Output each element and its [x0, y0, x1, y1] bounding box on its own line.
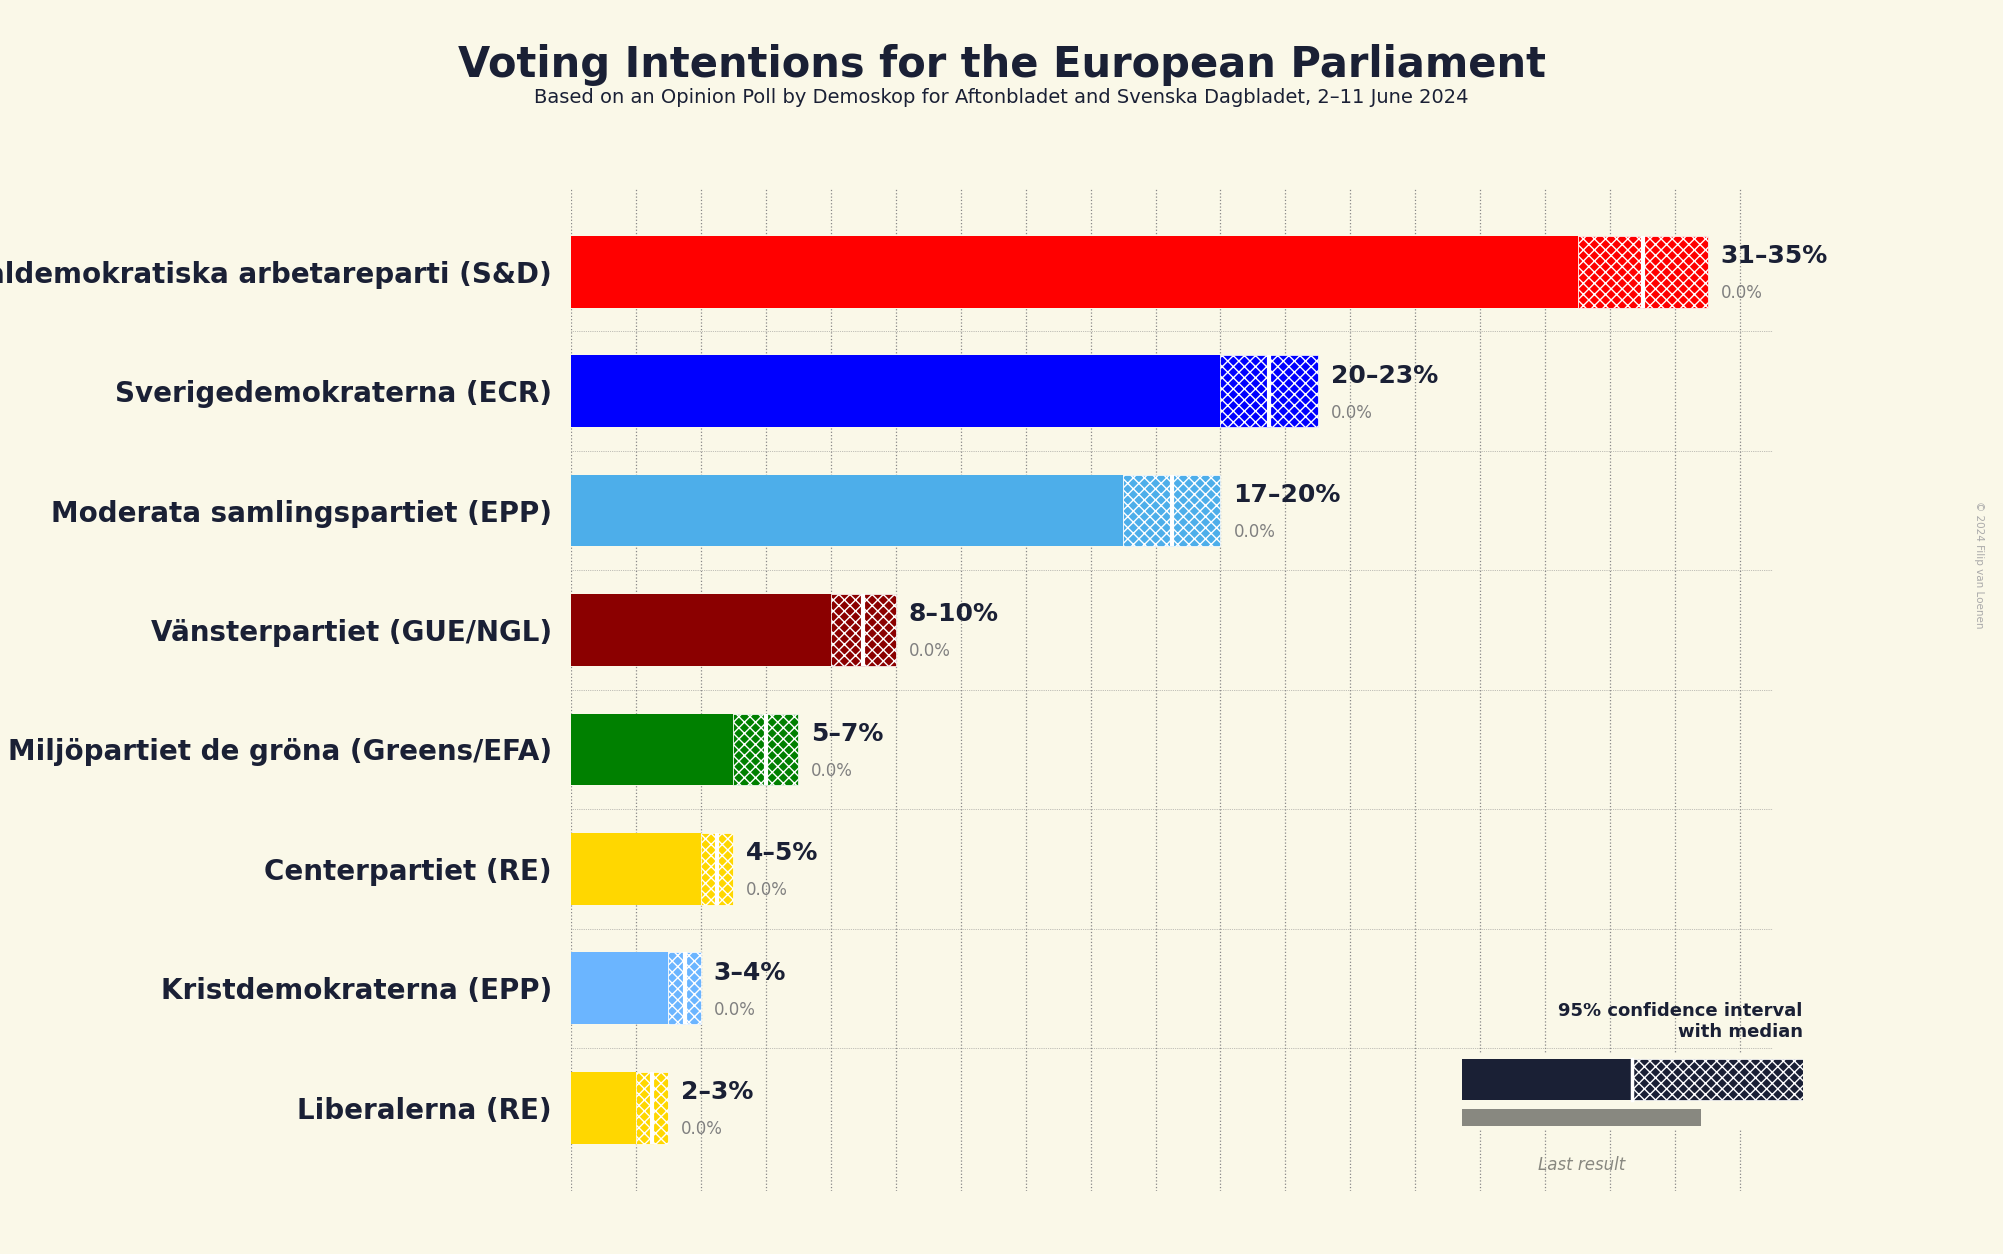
Text: 31–35%: 31–35% — [1721, 245, 1829, 268]
Text: 0.0%: 0.0% — [1234, 523, 1276, 540]
Bar — [1578, 236, 1709, 307]
Text: © 2024 Filip van Loenen: © 2024 Filip van Loenen — [1975, 500, 1983, 628]
Bar — [1462, 1109, 1701, 1126]
Bar — [1632, 1058, 1803, 1101]
Text: 0.0%: 0.0% — [1721, 285, 1763, 302]
Text: 8–10%: 8–10% — [909, 602, 999, 627]
Bar — [1124, 475, 1220, 547]
Text: 0.0%: 0.0% — [713, 1001, 755, 1018]
Text: 5–7%: 5–7% — [811, 722, 883, 746]
Text: 0.0%: 0.0% — [747, 882, 787, 899]
Text: 0.0%: 0.0% — [811, 762, 853, 780]
Text: 2–3%: 2–3% — [681, 1080, 753, 1105]
Text: 0.0%: 0.0% — [681, 1120, 723, 1139]
Bar — [571, 953, 669, 1025]
Bar — [635, 1072, 669, 1144]
Bar — [571, 236, 1578, 307]
Text: 0.0%: 0.0% — [1330, 404, 1372, 421]
Bar — [571, 714, 733, 785]
Bar — [831, 594, 895, 666]
Bar — [733, 714, 799, 785]
Text: 20–23%: 20–23% — [1330, 364, 1438, 387]
Bar — [571, 1072, 635, 1144]
Text: Voting Intentions for the European Parliament: Voting Intentions for the European Parli… — [457, 44, 1546, 85]
Text: 0.0%: 0.0% — [909, 642, 951, 661]
Bar — [571, 594, 831, 666]
Bar — [571, 475, 1124, 547]
Bar — [1220, 355, 1318, 426]
Bar — [669, 953, 701, 1025]
Text: Last result: Last result — [1538, 1156, 1624, 1174]
Bar — [701, 833, 733, 904]
Text: 95% confidence interval
with median: 95% confidence interval with median — [1558, 1002, 1803, 1041]
Bar — [571, 355, 1220, 426]
Text: 4–5%: 4–5% — [747, 841, 819, 865]
Text: 3–4%: 3–4% — [713, 961, 785, 984]
Text: 17–20%: 17–20% — [1234, 483, 1340, 507]
Bar — [1462, 1058, 1632, 1101]
Bar — [571, 833, 701, 904]
Text: Based on an Opinion Poll by Demoskop for Aftonbladet and Svenska Dagbladet, 2–11: Based on an Opinion Poll by Demoskop for… — [535, 88, 1468, 107]
